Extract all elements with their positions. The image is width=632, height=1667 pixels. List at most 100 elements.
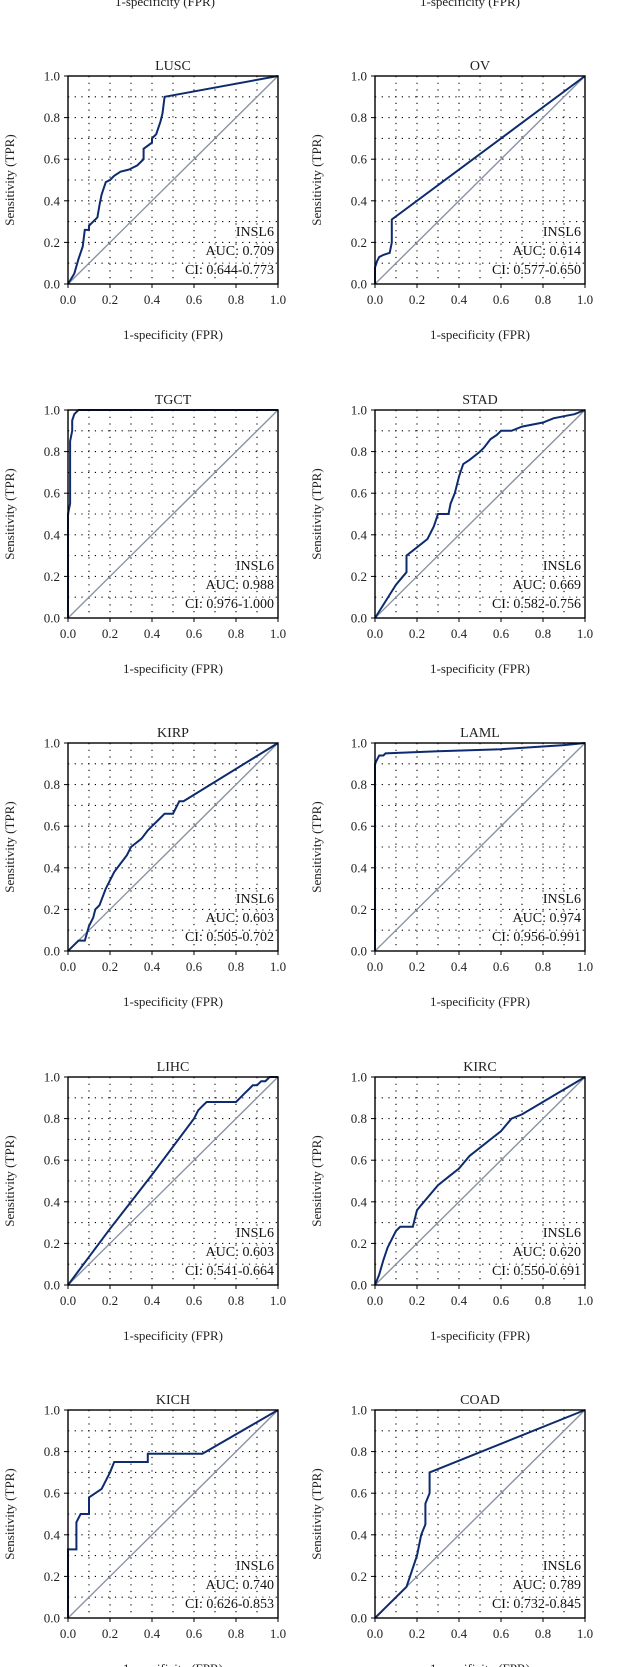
x-axis-label: 1-specificity (FPR) bbox=[430, 1661, 530, 1667]
y-tick-label: 1.0 bbox=[44, 736, 60, 751]
x-tick-label: 0.2 bbox=[409, 292, 425, 307]
x-tick-label: 0.8 bbox=[535, 1293, 551, 1308]
y-tick-label: 0.4 bbox=[351, 1527, 368, 1542]
roc-panel-ov: 0.0 0.2 0.4 0.6 0.8 1.0 0.0 0.2 0.4 0.6 0.8 1.0 OV 1-… bbox=[309, 59, 593, 342]
x-tick-label: 1.0 bbox=[270, 1626, 286, 1641]
roc-panel-coad: 0.0 0.2 0.4 0.6 0.8 1.0 0.0 0.2 0.4 0.6 0.8 1.0 COAD… bbox=[309, 1393, 593, 1667]
y-tick-label: 0.4 bbox=[351, 527, 368, 542]
x-tick-label: 0.0 bbox=[367, 1626, 383, 1641]
reference-diagonal bbox=[374, 409, 586, 619]
y-axis-label: Sensitivity (TPR) bbox=[309, 134, 324, 225]
x-tick-label: 0.0 bbox=[367, 959, 383, 974]
reference-diagonal bbox=[67, 742, 279, 952]
plot-frame bbox=[374, 742, 586, 952]
roc-curve-insl6 bbox=[67, 1409, 279, 1618]
panel-title: LAML bbox=[460, 726, 500, 741]
x-tick-label: 0.8 bbox=[228, 959, 244, 974]
y-tick-label: 0.6 bbox=[44, 1153, 61, 1168]
x-tick-label: 0.4 bbox=[451, 959, 468, 974]
y-axis-label: Sensitivity (TPR) bbox=[309, 1468, 324, 1559]
panel-title: STAD bbox=[462, 393, 497, 408]
reference-diagonal bbox=[67, 1076, 279, 1286]
plot-frame bbox=[67, 742, 279, 952]
x-tick-label: 0.4 bbox=[451, 1626, 468, 1641]
auc-value: AUC: 0.740 bbox=[206, 1578, 274, 1593]
x-tick-label: 0.0 bbox=[367, 626, 383, 641]
x-tick-label: 0.8 bbox=[535, 292, 551, 307]
y-tick-label: 0.6 bbox=[351, 1153, 368, 1168]
auc-annotation: INSL6 AUC: 0.669 CI: 0.582-0.756 bbox=[490, 558, 582, 614]
x-tick-label: 1.0 bbox=[577, 1293, 593, 1308]
legend-series-name: INSL6 bbox=[236, 1559, 274, 1574]
y-tick-label: 0.0 bbox=[44, 944, 60, 959]
y-tick-label: 0.4 bbox=[44, 860, 61, 875]
y-tick-label: 0.4 bbox=[44, 1194, 61, 1209]
y-tick-label: 0.8 bbox=[351, 444, 367, 459]
plot-frame bbox=[67, 1076, 279, 1286]
y-tick-label: 0.0 bbox=[44, 611, 60, 626]
y-axis-label: Sensitivity (TPR) bbox=[309, 1135, 324, 1226]
x-tick-label: 0.6 bbox=[186, 626, 203, 641]
auc-annotation: INSL6 AUC: 0.620 CI: 0.550-0.691 bbox=[490, 1225, 582, 1281]
y-tick-label: 0.4 bbox=[351, 193, 368, 208]
reference-diagonal bbox=[374, 1076, 586, 1286]
roc-curve-insl6 bbox=[67, 1076, 278, 1286]
auc-annotation: INSL6 AUC: 0.614 CI: 0.577-0.650 bbox=[490, 224, 582, 280]
x-tick-label: 1.0 bbox=[577, 292, 593, 307]
legend-series-name: INSL6 bbox=[236, 559, 274, 574]
plot-frame bbox=[67, 1409, 279, 1619]
roc-panel-lusc: 0.0 0.2 0.4 0.6 0.8 1.0 0.0 0.2 0.4 0.6 0.8 1.0 LUSC… bbox=[2, 59, 286, 342]
auc-value: AUC: 0.709 bbox=[206, 244, 274, 259]
y-tick-label: 0.6 bbox=[351, 819, 368, 834]
x-tick-label: 0.0 bbox=[60, 1293, 76, 1308]
reference-diagonal bbox=[374, 75, 586, 285]
x-tick-label: 1.0 bbox=[270, 626, 286, 641]
auc-annotation: INSL6 AUC: 0.789 CI: 0.732-0.845 bbox=[490, 1558, 582, 1614]
x-axis-label: 1-specificity (FPR) bbox=[123, 994, 223, 1009]
x-tick-label: 0.0 bbox=[367, 1293, 383, 1308]
x-tick-label: 0.8 bbox=[535, 626, 551, 641]
x-axis-label: 1-specificity (FPR) bbox=[123, 327, 223, 342]
y-tick-label: 0.2 bbox=[351, 569, 367, 584]
x-tick-label: 0.6 bbox=[186, 292, 203, 307]
auc-annotation: INSL6 AUC: 0.709 CI: 0.644-0.773 bbox=[183, 224, 275, 280]
y-tick-label: 0.6 bbox=[44, 152, 61, 167]
y-tick-label: 0.8 bbox=[44, 110, 60, 125]
y-tick-label: 1.0 bbox=[44, 403, 60, 418]
y-tick-label: 0.8 bbox=[44, 1111, 60, 1126]
y-tick-label: 0.4 bbox=[44, 527, 61, 542]
plot-frame bbox=[374, 409, 586, 619]
x-tick-label: 0.6 bbox=[186, 1293, 203, 1308]
y-axis-label: Sensitivity (TPR) bbox=[309, 468, 324, 559]
x-tick-label: 0.4 bbox=[451, 292, 468, 307]
x-tick-label: 0.8 bbox=[535, 959, 551, 974]
x-tick-label: 1.0 bbox=[577, 959, 593, 974]
x-tick-label: 1.0 bbox=[270, 1293, 286, 1308]
y-axis-label: Sensitivity (TPR) bbox=[2, 1135, 17, 1226]
x-axis-label: 1-specificity (FPR) bbox=[430, 327, 530, 342]
y-tick-label: 0.6 bbox=[351, 152, 368, 167]
y-tick-label: 0.8 bbox=[44, 444, 60, 459]
x-tick-label: 0.8 bbox=[535, 1626, 551, 1641]
x-tick-label: 1.0 bbox=[270, 292, 286, 307]
legend-series-name: INSL6 bbox=[236, 892, 274, 907]
y-tick-label: 0.8 bbox=[351, 110, 367, 125]
roc-curve-insl6 bbox=[67, 409, 278, 618]
plot-frame bbox=[374, 1409, 586, 1619]
y-tick-label: 0.8 bbox=[351, 1111, 367, 1126]
plot-frame bbox=[67, 409, 279, 619]
x-tick-label: 0.8 bbox=[228, 626, 244, 641]
ci-value: CI: 0.577-0.650 bbox=[492, 263, 581, 278]
y-tick-label: 1.0 bbox=[44, 69, 60, 84]
y-tick-label: 0.0 bbox=[351, 611, 367, 626]
auc-annotation: INSL6 AUC: 0.988 CI: 0.976-1.000 bbox=[183, 558, 275, 614]
partial-x-axis-label-left: 1-specificity (FPR) bbox=[115, 0, 216, 9]
y-tick-label: 0.2 bbox=[44, 1569, 60, 1584]
auc-value: AUC: 0.988 bbox=[206, 578, 274, 593]
roc-curve-insl6 bbox=[374, 409, 586, 619]
plot-frame bbox=[374, 1076, 586, 1286]
x-axis-label: 1-specificity (FPR) bbox=[430, 661, 530, 676]
y-tick-label: 0.2 bbox=[351, 1569, 367, 1584]
y-tick-label: 0.4 bbox=[44, 193, 61, 208]
y-tick-label: 0.2 bbox=[44, 1236, 60, 1251]
